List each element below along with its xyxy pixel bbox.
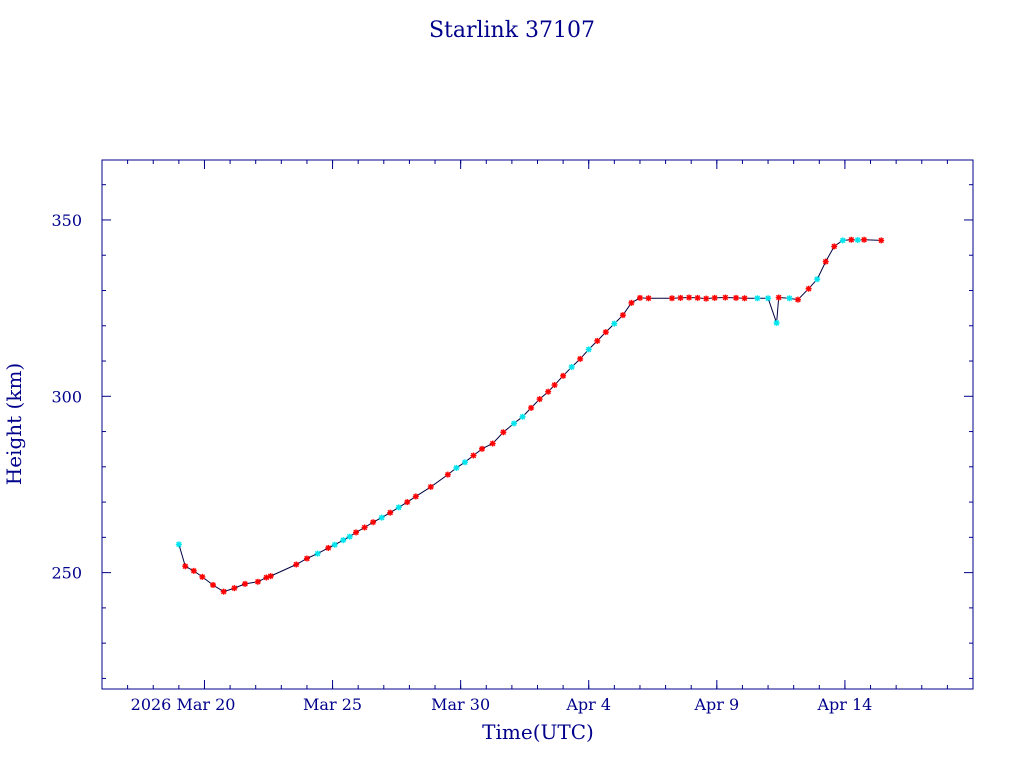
data-point-red <box>594 337 601 344</box>
data-point-red <box>861 236 868 243</box>
data-point-red <box>199 573 206 580</box>
data-point-red <box>645 295 652 302</box>
data-point-red <box>210 581 217 588</box>
data-point-red <box>361 524 368 531</box>
data-point-red <box>619 312 626 319</box>
data-point-red <box>528 404 535 411</box>
data-point-cyan <box>754 295 761 302</box>
x-tick-labels: 2026 Mar 20 Mar 25 Mar 30 Apr 4 Apr 9 Apr 14 <box>131 695 873 714</box>
data-point-red <box>470 452 477 459</box>
data-point-red <box>722 294 729 301</box>
data-point-red <box>536 396 543 403</box>
data-point-red <box>831 243 838 250</box>
data-point-red <box>711 294 718 301</box>
data-point-cyan <box>395 504 402 511</box>
x-tick-label: Mar 30 <box>431 695 490 714</box>
data-point-red <box>254 578 261 585</box>
data-point-cyan <box>378 514 385 521</box>
data-point-red <box>404 499 411 506</box>
data-point-red <box>370 519 377 526</box>
data-point-cyan <box>814 276 821 283</box>
data-point-cyan <box>453 464 460 471</box>
y-tick-label: 250 <box>51 564 82 583</box>
axis-ticks <box>101 160 974 689</box>
data-point-cyan <box>175 541 182 548</box>
x-tick-label: Apr 14 <box>816 695 872 714</box>
data-point-cyan <box>773 319 780 326</box>
data-point-cyan <box>340 537 347 544</box>
height-series-line <box>178 239 882 593</box>
data-point-red <box>220 588 227 595</box>
data-point-red <box>577 355 584 362</box>
data-point-red <box>190 567 197 574</box>
data-point-cyan <box>346 533 353 540</box>
y-tick-label: 350 <box>51 211 82 230</box>
data-point-red <box>628 299 635 306</box>
data-point-red <box>545 388 552 395</box>
x-tick-label: 2026 Mar 20 <box>131 695 236 714</box>
y-tick-label: 300 <box>51 387 82 406</box>
y-axis-label: Height (km) <box>2 363 26 485</box>
data-point-red <box>636 294 643 301</box>
y-tick-labels: 250 300 350 <box>51 211 82 583</box>
data-point-cyan <box>568 364 575 371</box>
data-point-red <box>733 294 740 301</box>
data-point-red <box>444 471 451 478</box>
data-point-red <box>387 509 394 516</box>
data-point-red <box>412 493 419 500</box>
data-point-red <box>551 382 558 389</box>
data-point-red <box>353 529 360 536</box>
data-point-cyan <box>765 295 772 302</box>
data-point-cyan <box>854 237 861 244</box>
x-tick-label: Apr 4 <box>565 695 611 714</box>
data-point-red <box>677 294 684 301</box>
data-point-cyan <box>611 320 618 327</box>
data-point-red <box>293 561 300 568</box>
x-axis-label: Time(UTC) <box>482 720 594 744</box>
data-point-cyan <box>519 413 526 420</box>
data-point-red <box>878 237 885 244</box>
data-point-red <box>794 296 801 303</box>
data-point-cyan <box>839 237 846 244</box>
data-point-red <box>267 573 274 580</box>
data-point-red <box>602 329 609 336</box>
data-point-red <box>478 445 485 452</box>
data-point-red <box>427 483 434 490</box>
x-tick-label: Apr 9 <box>693 695 739 714</box>
x-tick-label: Mar 25 <box>303 695 362 714</box>
data-point-red <box>325 544 332 551</box>
data-point-red <box>775 294 782 301</box>
data-point-cyan <box>314 550 321 557</box>
data-point-red <box>500 429 507 436</box>
data-point-red <box>303 555 310 562</box>
data-point-cyan <box>511 420 518 427</box>
data-point-red <box>489 440 496 447</box>
chart-title: Starlink 37107 <box>429 18 595 43</box>
data-point-cyan <box>331 541 338 548</box>
data-point-cyan <box>786 295 793 302</box>
data-point-red <box>694 294 701 301</box>
data-point-red <box>805 285 812 292</box>
data-point-cyan <box>461 459 468 466</box>
data-point-red <box>741 295 748 302</box>
data-point-red <box>686 294 693 301</box>
data-point-cyan <box>585 346 592 353</box>
data-point-red <box>703 295 710 302</box>
data-point-red <box>822 258 829 265</box>
data-point-red <box>848 236 855 243</box>
height-markers <box>175 236 885 595</box>
data-point-red <box>231 585 238 592</box>
data-point-red <box>242 580 249 587</box>
data-point-red <box>182 563 189 570</box>
data-point-red <box>560 372 567 379</box>
data-point-red <box>668 295 675 302</box>
